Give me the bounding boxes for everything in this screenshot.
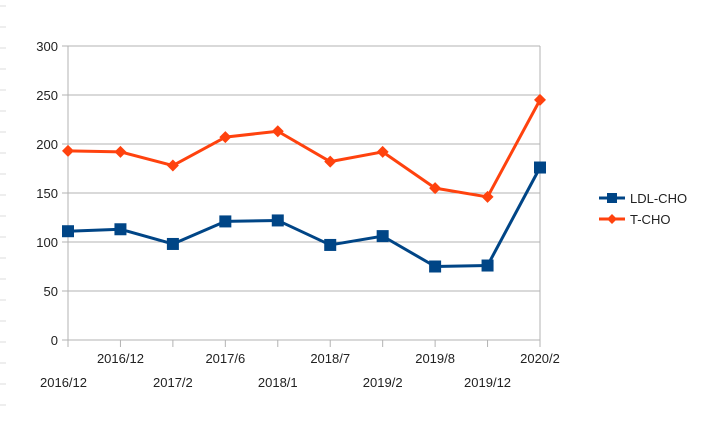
- x-tick-label: 2017/2: [153, 375, 193, 390]
- x-axis-tick-labels: 2016/12 2016/12 2017/2 2017/6 2018/1 2018/7 20…: [40, 351, 560, 390]
- data-point-square: [429, 260, 442, 273]
- data-point-diamond: [62, 144, 74, 157]
- data-point-square: [271, 214, 284, 227]
- legend-label: T-CHO: [630, 212, 670, 227]
- data-point-diamond: [534, 93, 546, 106]
- data-point-diamond: [376, 145, 389, 158]
- data-point-square: [376, 230, 389, 243]
- x-tick-label: 2016/12: [40, 375, 87, 390]
- axes: [67, 46, 541, 347]
- data-point-diamond: [481, 190, 494, 203]
- legend-label: LDL-CHO: [630, 191, 687, 206]
- data-series: [62, 93, 546, 273]
- left-edge-dashes: [0, 5, 6, 406]
- data-point-diamond: [166, 159, 179, 172]
- y-axis-tick-labels: 0 50 100 150 200 250 300: [36, 39, 58, 348]
- x-tick-label: 2018/7: [310, 351, 350, 366]
- series-line: [67, 99, 542, 199]
- data-point-square: [62, 225, 74, 238]
- series-t-cho: [62, 93, 546, 203]
- y-tick-label: 300: [36, 39, 58, 54]
- legend-marker-diamond: [607, 214, 617, 224]
- y-tick-label: 100: [36, 235, 58, 250]
- y-tick-label: 200: [36, 137, 58, 152]
- x-tick-label: 2019/2: [363, 375, 403, 390]
- data-point-diamond: [429, 182, 442, 195]
- data-point-square: [219, 215, 232, 228]
- x-tick-label: 2019/12: [464, 375, 511, 390]
- data-point-diamond: [219, 131, 232, 144]
- legend-marker-square: [607, 193, 617, 203]
- data-point-square: [534, 161, 546, 174]
- data-point-diamond: [271, 125, 284, 138]
- y-tick-label: 150: [36, 186, 58, 201]
- x-tick-label: 2020/2: [520, 351, 560, 366]
- data-point-square: [114, 223, 127, 236]
- x-tick-label: 2018/1: [258, 375, 298, 390]
- x-tick-label: 2017/6: [205, 351, 245, 366]
- data-point-square: [481, 259, 494, 272]
- x-tick-label: 2019/8: [415, 351, 455, 366]
- data-point-square: [166, 237, 179, 250]
- legend-item: T-CHO: [599, 212, 670, 227]
- legend: LDL-CHO T-CHO: [599, 191, 687, 227]
- y-tick-label: 250: [36, 88, 58, 103]
- data-point-diamond: [324, 155, 337, 168]
- x-tick-label: 2016/12: [97, 351, 144, 366]
- legend-item: LDL-CHO: [599, 191, 687, 206]
- y-tick-label: 0: [51, 333, 58, 348]
- series-line: [67, 166, 542, 268]
- data-point-square: [324, 238, 337, 251]
- series-ldl-cho: [62, 161, 546, 273]
- y-tick-label: 50: [44, 284, 58, 299]
- data-point-diamond: [114, 145, 127, 158]
